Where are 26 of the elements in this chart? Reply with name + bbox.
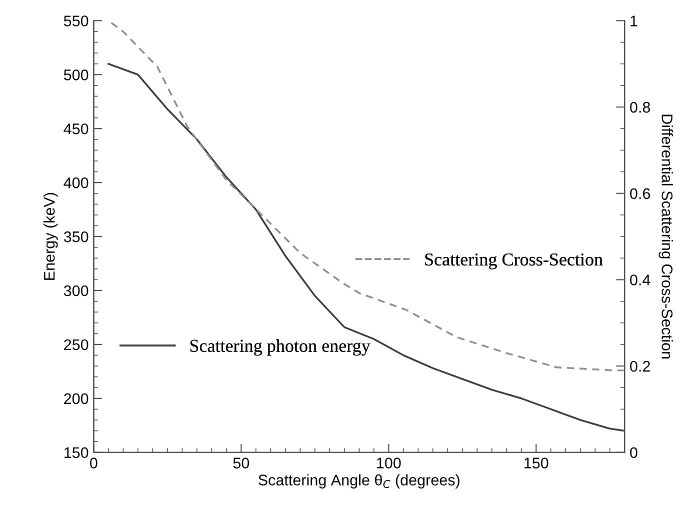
y-tick-label: 150	[64, 447, 88, 458]
x-tick-label: 50	[233, 458, 250, 468]
y-tick-label: 450	[64, 123, 88, 134]
line-series	[110, 22, 625, 372]
line-series	[108, 62, 625, 432]
y2-tick-label: 0.2	[630, 360, 650, 372]
y2-tick-label: 0.6	[630, 188, 650, 200]
y2-tick-label: 0.8	[630, 102, 650, 113]
y-tick-label: 200	[64, 393, 88, 404]
legend-label: Scattering Cross-Section	[425, 253, 603, 270]
y-tick-label: 550	[64, 16, 88, 26]
y-tick-label: 350	[64, 231, 88, 242]
x-tick-label: 150	[524, 458, 548, 468]
y-axis-title: Energy (keV)	[44, 192, 58, 280]
y2-tick-label: 0	[630, 447, 638, 458]
y2-tick-label: 0.4	[630, 274, 650, 286]
x-tick-label: 0	[90, 458, 98, 468]
y-tick-label: 250	[64, 339, 88, 350]
y-tick-label: 300	[64, 285, 88, 296]
y2-axis-title: Differential Scattering Cross-Section	[658, 114, 673, 359]
y-tick-label: 400	[64, 177, 88, 188]
x-axis-title: Scattering Angle θ$_{C}$ (degrees)	[258, 474, 460, 488]
y2-tick-label: 1	[630, 16, 638, 26]
y-tick-label: 500	[64, 70, 88, 80]
legend-label: Scattering photon energy	[190, 339, 370, 356]
x-tick-label: 100	[377, 458, 401, 468]
